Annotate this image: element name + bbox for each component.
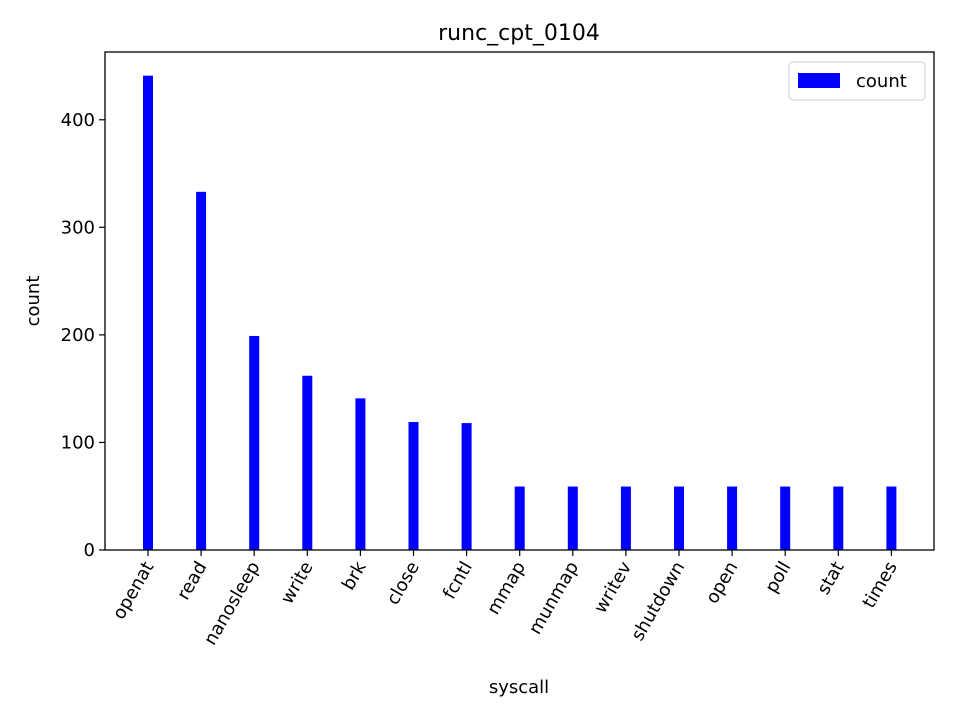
plot-frame <box>104 51 935 551</box>
x-tick-label-stat: stat <box>813 558 848 598</box>
x-tick-label-read: read <box>173 558 211 604</box>
x-tick-label-write: write <box>277 558 318 608</box>
bar-brk <box>355 398 366 550</box>
legend-swatch <box>798 73 840 88</box>
x-tick-label-mmap: mmap <box>483 558 530 618</box>
y-tick-label: 100 <box>61 432 95 453</box>
bar-times <box>886 486 897 550</box>
y-tick-label: 200 <box>61 325 95 346</box>
bar-read <box>196 191 207 550</box>
bars-group <box>143 75 897 550</box>
x-axis-label: syscall <box>489 677 549 698</box>
bar-stat <box>833 486 844 550</box>
legend-frame <box>788 61 926 101</box>
legend-label: count <box>856 71 907 92</box>
bar-shutdown <box>674 486 684 550</box>
bar-open <box>727 486 738 550</box>
bar-fcntl <box>461 423 472 550</box>
x-tick-label-poll: poll <box>761 558 795 597</box>
legend: count <box>788 61 926 101</box>
x-tick-label-close: close <box>382 558 423 609</box>
y-tick-label: 300 <box>61 217 95 238</box>
x-tick-label-shutdown: shutdown <box>627 558 689 645</box>
x-tick-label-nanosleep: nanosleep <box>200 558 265 649</box>
y-axis-label: count <box>23 276 44 327</box>
y-tick-label: 400 <box>61 110 95 131</box>
bar-nanosleep <box>249 335 260 550</box>
y-axis-ticks: 0 100 200 300 400 <box>61 110 105 561</box>
bar-writev <box>620 486 631 550</box>
bar-close <box>408 422 419 550</box>
x-tick-label-times: times <box>859 558 902 612</box>
x-tick-label-fcntl: fcntl <box>439 558 477 603</box>
bar-mmap <box>514 486 525 550</box>
chart-title: runc_cpt_0104 <box>438 21 600 46</box>
x-tick-label-openat: openat <box>109 558 159 623</box>
bar-poll <box>780 486 791 550</box>
x-tick-label-open: open <box>702 558 743 607</box>
x-tick-label-writev: writev <box>590 558 636 617</box>
bar-write <box>302 375 313 550</box>
x-tick-label-brk: brk <box>338 558 371 594</box>
x-tick-label-munmap: munmap <box>525 558 583 638</box>
y-tick-label: 0 <box>84 540 95 561</box>
bar-openat <box>143 75 153 550</box>
bar-munmap <box>567 486 578 550</box>
